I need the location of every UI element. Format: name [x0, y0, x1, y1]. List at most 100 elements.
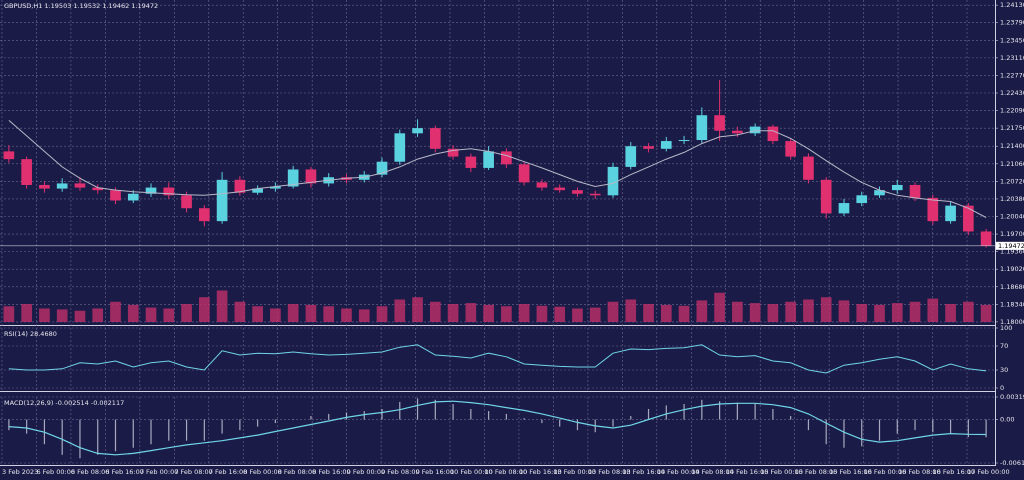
volume-bar — [927, 298, 939, 322]
candle-body — [181, 195, 192, 209]
y-tick-label: 30 — [1000, 366, 1008, 374]
macd-bar — [754, 404, 756, 420]
candle-body — [536, 182, 548, 188]
macd-bar — [985, 419, 987, 438]
candle-body — [554, 187, 566, 191]
y-tick-label: 0 — [1000, 384, 1004, 392]
volume-bar — [785, 301, 796, 322]
y-tick-label: 1.22090 — [1000, 107, 1024, 115]
macd-bar — [843, 419, 845, 448]
candle-body — [501, 151, 512, 165]
y-tick-label: 1.18000 — [1000, 318, 1024, 326]
candle-body — [856, 195, 868, 204]
candle-body — [643, 146, 654, 149]
x-tick-label: 8 Feb 08:00 — [278, 468, 317, 476]
x-tick-label: 8 Feb 00:00 — [243, 468, 282, 476]
x-tick-label: 15 Feb 08:00 — [795, 468, 838, 476]
volume-bar — [767, 304, 779, 322]
x-tick-label: 6 Feb 08:00 — [71, 468, 110, 476]
volume-bar — [110, 301, 121, 322]
volume-bar — [980, 304, 992, 322]
candle-body — [963, 205, 974, 232]
volume-bar — [607, 301, 619, 322]
macd-bar — [665, 405, 667, 420]
candle-body — [412, 128, 423, 134]
volume-bar — [376, 306, 388, 322]
macd-bar — [79, 419, 81, 459]
candle-body — [767, 126, 779, 142]
candle-body — [429, 128, 441, 149]
y-tick-label: 0.00 — [1000, 416, 1014, 424]
macd-bar — [825, 419, 827, 445]
x-tick-label: 15 Feb 16:00 — [829, 468, 872, 476]
x-tick-label: 13 Feb 00:00 — [553, 468, 596, 476]
volume-bar — [92, 308, 104, 322]
x-tick-label: 8 Feb 16:00 — [312, 468, 351, 476]
x-tick-label: 17 Feb 00:00 — [967, 468, 1010, 476]
candle-body — [39, 184, 50, 189]
y-tick-label: 1.24130 — [1000, 1, 1024, 9]
macd-bar — [310, 416, 312, 420]
y-tick-label: 1.19360 — [1000, 248, 1024, 256]
last-price-label: 1.19472 — [998, 242, 1024, 250]
volume-bar — [74, 310, 86, 322]
volume-bar — [501, 306, 512, 322]
macd-bar — [452, 404, 454, 420]
volume-bar — [181, 304, 192, 322]
y-tick-label: 100 — [1000, 324, 1012, 332]
macd-bar — [26, 419, 28, 434]
macd-bar — [647, 408, 650, 420]
candle-body — [572, 190, 583, 194]
candle-body — [270, 186, 281, 189]
y-tick-label: 1.19700 — [1000, 230, 1024, 238]
macd-bar — [541, 419, 543, 424]
volume-bar — [234, 301, 246, 322]
volume-bar — [56, 309, 68, 322]
volume-bar — [963, 301, 974, 322]
volume-bar — [252, 306, 263, 322]
y-tick-label: 1.21060 — [1000, 160, 1024, 168]
candle-body — [234, 179, 246, 193]
macd-bar — [257, 419, 259, 427]
y-tick-label: 1.19020 — [1000, 265, 1024, 273]
volume-bar — [518, 304, 530, 322]
macd-bar — [718, 401, 721, 420]
x-tick-label: 16 Feb 00:00 — [864, 468, 907, 476]
candle-body — [820, 179, 832, 214]
volume-bar — [625, 299, 637, 322]
signal-line — [8, 400, 987, 456]
volume-bar — [127, 304, 139, 322]
volume-bar — [394, 299, 406, 322]
panel-title: MACD(12,26,9) -0.002514 -0.002117 — [4, 399, 124, 407]
candle-body — [3, 151, 15, 160]
macd-bar — [790, 416, 792, 420]
x-tick-label: 9 Feb 00:00 — [347, 468, 386, 476]
macd-bar — [576, 419, 579, 431]
candle-body — [625, 146, 637, 167]
macd-bar — [736, 402, 738, 420]
candle-body — [287, 169, 299, 187]
x-tick-label: 13 Feb 16:00 — [622, 468, 665, 476]
macd-bar — [470, 408, 472, 420]
volume-bar — [287, 304, 299, 322]
macd-bar — [292, 419, 294, 421]
volume-bar — [429, 301, 441, 322]
candle-body — [785, 141, 796, 157]
candle-body — [714, 115, 725, 131]
macd-bar — [949, 419, 952, 434]
volume-bar — [21, 304, 32, 322]
last-price-box — [996, 241, 1024, 250]
macd-bar — [896, 419, 898, 434]
candle-body — [252, 188, 263, 193]
volume-bar — [323, 306, 335, 322]
volume-bar — [678, 305, 690, 322]
y-tick-label: 1.22430 — [1000, 89, 1024, 97]
candle-body — [305, 169, 317, 184]
volume-bar — [216, 290, 228, 322]
y-tick-label: 70 — [1000, 342, 1008, 350]
panel-title: RSI(14) 28.4680 — [4, 330, 57, 338]
volume-bar — [554, 306, 566, 322]
volume-bar — [803, 299, 814, 322]
macd-bar — [878, 419, 881, 441]
candle-body — [909, 184, 921, 198]
